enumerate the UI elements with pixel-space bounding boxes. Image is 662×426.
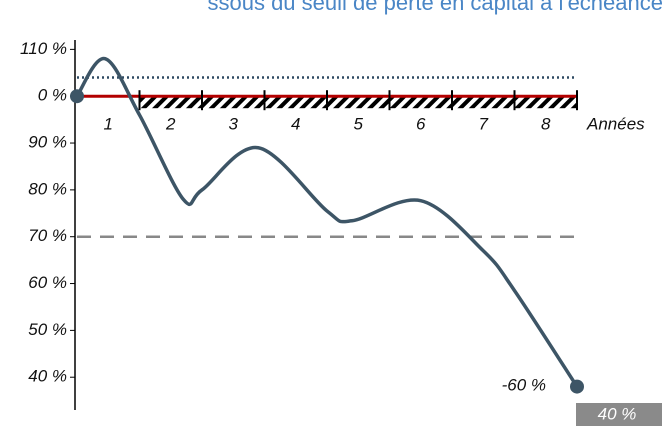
x-tick-label: 7 <box>479 114 489 133</box>
y-tick-label: 60 % <box>28 273 67 292</box>
y-tick-label: 110 % <box>20 39 67 58</box>
x-tick-label: 3 <box>229 114 239 133</box>
end-point <box>70 89 84 104</box>
x-axis-label: Années <box>586 114 645 133</box>
y-tick-label: 90 % <box>28 133 67 152</box>
hatch-band <box>139 96 577 109</box>
x-tick-label: 4 <box>291 114 300 133</box>
y-tick-label: 40 % <box>28 367 67 386</box>
end-point <box>570 379 584 394</box>
chart-title: ssous du seuil de perte en capital à l'é… <box>207 0 662 15</box>
y-tick-label: 50 % <box>28 320 67 339</box>
annotation: -60 % <box>502 375 546 394</box>
x-tick-label: 2 <box>165 114 176 133</box>
y-tick-label: 80 % <box>28 179 67 198</box>
annotation-box <box>576 403 662 426</box>
y-tick-label: 70 % <box>28 226 67 245</box>
x-tick-label: 5 <box>354 114 364 133</box>
x-tick-label: 1 <box>104 114 113 133</box>
x-tick-label: 8 <box>541 114 551 133</box>
y-tick-label: 0 % <box>38 86 67 105</box>
annotation: 40 % <box>598 404 637 423</box>
line <box>75 56 579 388</box>
x-tick-label: 6 <box>416 114 426 133</box>
